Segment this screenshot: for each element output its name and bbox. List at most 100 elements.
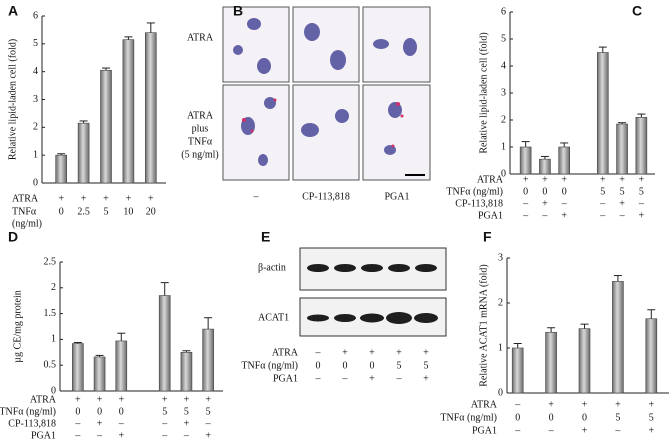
condition-cell: +	[600, 174, 606, 185]
y-tick-label: 1.5	[44, 308, 57, 319]
condition-cell: +	[126, 193, 132, 204]
condition-cell: 0	[75, 406, 80, 417]
condition-cell: –	[205, 418, 212, 429]
y-tick-label: 6	[501, 6, 506, 17]
condition-cell: –	[522, 210, 529, 221]
condition-cell: –	[541, 210, 548, 221]
y-tick-label: 5	[33, 38, 38, 49]
bar	[635, 117, 648, 175]
y-tick-label: 4	[501, 60, 506, 71]
condition-cell: 0	[515, 412, 520, 423]
row-label: (5 ng/ml)	[181, 149, 219, 160]
y-tick-label: 2	[498, 297, 503, 308]
y-tick-label: 2.5	[44, 256, 57, 267]
panel-label: E	[261, 229, 270, 245]
condition-cell: –	[396, 373, 403, 384]
bar	[645, 318, 658, 394]
row-label: PGA1	[31, 430, 56, 441]
condition-cell: +	[548, 399, 554, 410]
bar	[55, 154, 68, 184]
row-label: PGA1	[478, 210, 503, 221]
condition-cell: –	[315, 373, 322, 384]
condition-cell: +	[542, 198, 548, 209]
condition-cell: +	[648, 399, 654, 410]
condition-cell: 0	[343, 360, 348, 371]
y-axis-label: µg CE/mg protein	[12, 290, 23, 362]
condition-cell: +	[396, 347, 402, 358]
condition-cell: 5	[397, 360, 402, 371]
bar	[180, 351, 193, 392]
y-tick-label: 1	[498, 342, 503, 353]
condition-cell: +	[619, 174, 625, 185]
condition-cell: +	[342, 347, 348, 358]
row-label: ATRA	[187, 110, 214, 121]
y-tick-label: 0	[498, 387, 503, 398]
band-label: ACAT1	[258, 312, 289, 323]
condition-cell: 5	[615, 412, 620, 423]
bar	[545, 331, 557, 394]
bar	[539, 158, 551, 175]
bar	[72, 343, 84, 392]
condition-cell: 0	[582, 412, 587, 423]
condition-cell: 0	[59, 206, 64, 217]
row-label: TNFα (ng/ml)	[440, 412, 497, 423]
bar	[77, 122, 90, 184]
condition-cell: 5	[649, 412, 654, 423]
condition-cell: –	[599, 210, 606, 221]
condition-cell: –	[96, 430, 103, 441]
bar	[122, 39, 135, 184]
y-axis-label: Relative lipid-laden cell (fold)	[478, 32, 489, 153]
y-tick-label: 2	[51, 282, 56, 293]
bar	[511, 347, 524, 394]
condition-cell: +	[162, 394, 168, 405]
y-tick-label: 1	[501, 141, 506, 152]
condition-cell: –	[315, 347, 322, 358]
row-label: TNFα (ng/ml)	[241, 360, 298, 371]
panel-label: C	[632, 3, 642, 19]
y-tick-label: 3	[498, 252, 503, 263]
condition-cell: –	[74, 430, 81, 441]
condition-cell: –	[638, 198, 645, 209]
panel-label: F	[483, 229, 492, 245]
y-tick-label: 2	[501, 114, 506, 125]
condition-cell: –	[342, 373, 349, 384]
bar	[145, 32, 157, 184]
y-tick-label: 1	[33, 149, 38, 160]
condition-cell: –	[161, 430, 168, 441]
y-tick-label: 1	[51, 334, 56, 345]
column-label: CP-113,818	[302, 191, 350, 202]
micrographs	[222, 6, 431, 181]
row-label: ATRA	[477, 174, 504, 185]
condition-cell: +	[184, 394, 190, 405]
condition-cell: –	[514, 399, 521, 410]
bar	[93, 356, 106, 392]
condition-cell: 0	[316, 360, 321, 371]
bar	[616, 123, 628, 175]
row-label: ATRA	[471, 399, 498, 410]
row-label: ATRA	[187, 32, 214, 43]
y-tick-label: 5	[501, 33, 506, 44]
bar	[100, 69, 112, 184]
condition-cell: 5	[424, 360, 429, 371]
bar	[115, 340, 128, 392]
y-tick-label: 3	[501, 87, 506, 98]
row-label: ATRA	[272, 347, 299, 358]
condition-cell: 20	[146, 206, 156, 217]
y-tick-label: 3	[33, 94, 38, 105]
condition-cell: 2.5	[77, 206, 90, 217]
condition-cell: 5	[184, 406, 189, 417]
y-tick-label: 0	[501, 168, 506, 179]
row-label: PGA1	[472, 425, 497, 436]
y-axis-label: Relative ACAT1 mRNA (fold)	[478, 264, 489, 387]
y-tick-label: 0.5	[44, 359, 57, 370]
condition-cell: +	[58, 193, 64, 204]
condition-cell: 10	[123, 206, 133, 217]
condition-cell: –	[118, 418, 125, 429]
condition-cell: 0	[370, 360, 375, 371]
row-label: ATRA	[12, 193, 39, 204]
condition-cell: 5	[162, 406, 167, 417]
row-label: TNFα	[188, 136, 213, 147]
row-label: TNFα (ng/ml)	[0, 406, 56, 417]
condition-cell: 0	[523, 186, 528, 197]
condition-cell: +	[523, 174, 529, 185]
